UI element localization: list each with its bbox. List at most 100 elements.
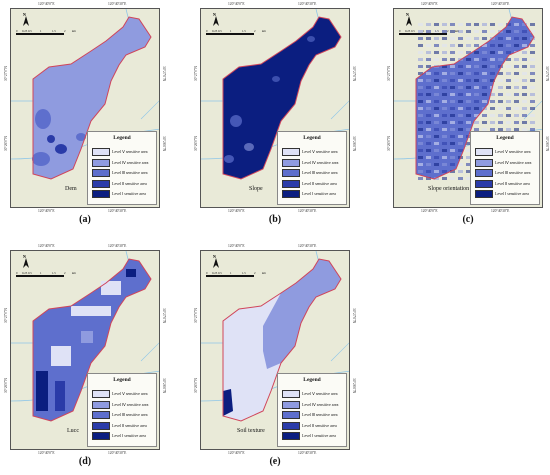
scale-label: 0 xyxy=(16,271,18,275)
legend-label: Level Ⅱ sensitive area xyxy=(302,180,337,186)
coord-label: 30°27'0"N xyxy=(352,308,356,324)
legend-title: Legend xyxy=(303,135,321,141)
legend-item: Level Ⅴ sensitive area xyxy=(282,390,348,398)
legend-swatch xyxy=(92,390,110,398)
coord-label: 120°40'0"E xyxy=(228,244,245,248)
scale-label: 2 xyxy=(64,271,66,275)
legend-swatch xyxy=(92,148,110,156)
scale-label: km xyxy=(262,29,266,33)
north-label: N xyxy=(213,254,216,259)
coord-label: 30°27'0"N xyxy=(162,66,166,82)
coord-label: 120°40'0"E xyxy=(38,2,55,6)
coord-label: 120°40'30"E xyxy=(491,2,510,6)
coord-label: 120°40'30"E xyxy=(108,209,127,213)
scale-label: 0 xyxy=(206,271,208,275)
scale-label: 1.5 xyxy=(242,29,246,33)
legend-item: Level Ⅱ sensitive area xyxy=(475,179,541,188)
legend-swatch xyxy=(282,190,300,198)
coord-label: 120°40'30"E xyxy=(298,244,317,248)
scale-label: 0.25 xyxy=(22,29,28,33)
legend-label: Level Ⅴ sensitive area xyxy=(495,149,531,154)
coord-label: 30°26'0"N xyxy=(162,378,166,394)
legend-swatch xyxy=(92,169,110,177)
scale-label: 1.5 xyxy=(52,29,56,33)
legend-item: Level Ⅰ sensitive area xyxy=(475,190,541,198)
coord-label: 120°40'0"E xyxy=(421,209,438,213)
coord-label: 120°40'30"E xyxy=(108,451,127,455)
scale-label: 1 xyxy=(40,271,42,275)
factor-label: Soil texture xyxy=(237,428,265,434)
legend-swatch xyxy=(92,400,110,409)
legend-item: Level Ⅲ sensitive area xyxy=(92,169,158,177)
legend-item: Level Ⅰ sensitive area xyxy=(282,190,348,198)
scale-label: 1 xyxy=(230,271,232,275)
legend-label: Level Ⅲ sensitive area xyxy=(495,170,531,175)
north-label: N xyxy=(406,12,409,17)
factor-label: Slope xyxy=(249,186,263,192)
legend-item: Level Ⅲ sensitive area xyxy=(92,411,158,419)
coord-label: 30°26'0"N xyxy=(352,378,356,394)
factor-label: Slope orientation xyxy=(428,186,470,192)
legend-item: Level Ⅱ sensitive area xyxy=(282,421,348,430)
coord-label: 120°40'30"E xyxy=(108,2,127,6)
legend-item: Level Ⅴ sensitive area xyxy=(475,148,541,156)
scale-label: 0 xyxy=(206,29,208,33)
legend: Legend Level Ⅴ sensitive area Level Ⅳ sens… xyxy=(470,131,540,205)
legend-label: Level Ⅴ sensitive area xyxy=(112,149,148,154)
legend-swatch xyxy=(282,411,300,419)
scale-label: 0.25 xyxy=(212,271,218,275)
scale-label: km xyxy=(72,29,76,33)
legend-label: Level Ⅱ sensitive area xyxy=(112,180,147,186)
panel-caption: (a) xyxy=(79,214,91,225)
legend-item: Level Ⅲ sensitive area xyxy=(475,169,541,177)
scale-label: 0.5 xyxy=(28,29,32,33)
legend-label: Level Ⅴ sensitive area xyxy=(302,391,338,396)
scale-bar: 0 0.25 0.5 1 1.5 2 km xyxy=(399,29,461,37)
legend-label: Level Ⅰ sensitive area xyxy=(112,191,146,196)
coord-label: 30°26'0"N xyxy=(162,136,166,152)
scale-label: 1.5 xyxy=(435,29,439,33)
scale-label: 0.5 xyxy=(411,29,415,33)
coord-label: 120°40'30"E xyxy=(108,244,127,248)
coord-label: 120°40'30"E xyxy=(298,209,317,213)
scale-label: 0 xyxy=(16,29,18,33)
legend-swatch xyxy=(92,411,110,419)
map-panel-d: N 0 0.25 0.5 1 1.5 2 km Legend Level Ⅴ sensitive … xyxy=(4,244,166,467)
legend: Legend Level Ⅴ sensitive area Level Ⅳ sens… xyxy=(87,373,157,447)
legend-swatch xyxy=(92,190,110,198)
legend-item: Level Ⅳ sensitive area xyxy=(282,400,348,409)
legend-item: Level Ⅳ sensitive area xyxy=(92,158,158,167)
legend-swatch xyxy=(282,148,300,156)
factor-label: Lucc xyxy=(67,428,79,434)
north-arrow-icon xyxy=(23,16,29,26)
legend-swatch xyxy=(475,148,493,156)
legend-item: Level Ⅲ sensitive area xyxy=(282,411,348,419)
coord-label: 120°40'0"E xyxy=(228,209,245,213)
legend-swatch xyxy=(475,169,493,177)
coord-label: 120°40'0"E xyxy=(228,2,245,6)
legend-item: Level Ⅳ sensitive area xyxy=(92,400,158,409)
legend-swatch xyxy=(475,158,493,167)
legend-swatch xyxy=(92,432,110,440)
legend-swatch xyxy=(282,158,300,167)
legend-item: Level Ⅳ sensitive area xyxy=(282,158,348,167)
scale-label: km xyxy=(262,271,266,275)
legend-item: Level Ⅲ sensitive area xyxy=(282,169,348,177)
legend-item: Level Ⅰ sensitive area xyxy=(92,190,158,198)
legend-label: Level Ⅳ sensitive area xyxy=(112,401,149,407)
coord-label: 30°27'0"N xyxy=(352,66,356,82)
scale-label: 0.25 xyxy=(405,29,411,33)
legend: Legend Level Ⅴ sensitive area Level Ⅳ sens… xyxy=(87,131,157,205)
scale-label: 2 xyxy=(254,271,256,275)
coord-label: 30°26'0"N xyxy=(194,378,198,394)
legend-label: Level Ⅲ sensitive area xyxy=(112,412,148,417)
legend-swatch xyxy=(475,190,493,198)
legend-label: Level Ⅴ sensitive area xyxy=(112,391,148,396)
scale-label: 0.25 xyxy=(22,271,28,275)
coord-label: 30°27'0"N xyxy=(4,66,8,82)
scale-label: km xyxy=(72,271,76,275)
panel-caption: (d) xyxy=(78,456,92,467)
legend-swatch xyxy=(92,421,110,430)
coord-label: 120°40'0"E xyxy=(38,209,55,213)
legend-swatch xyxy=(282,432,300,440)
